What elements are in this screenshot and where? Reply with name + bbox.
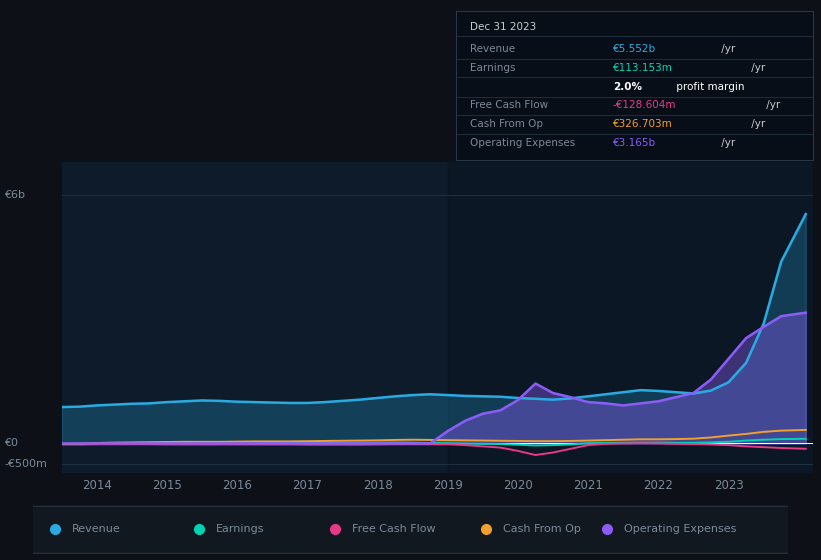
Text: Operating Expenses: Operating Expenses	[470, 138, 576, 148]
Text: €5.552b: €5.552b	[612, 44, 656, 54]
Text: €0: €0	[4, 438, 18, 449]
Text: Revenue: Revenue	[72, 524, 121, 534]
Text: €113.153m: €113.153m	[612, 63, 672, 73]
Text: €3.165b: €3.165b	[612, 138, 656, 148]
Text: €326.703m: €326.703m	[612, 119, 672, 129]
FancyBboxPatch shape	[25, 506, 796, 553]
Text: €6b: €6b	[4, 190, 25, 200]
Text: Operating Expenses: Operating Expenses	[623, 524, 736, 534]
Text: /yr: /yr	[718, 44, 735, 54]
Text: Cash From Op: Cash From Op	[502, 524, 580, 534]
Text: /yr: /yr	[748, 63, 765, 73]
Text: /yr: /yr	[718, 138, 735, 148]
Text: Free Cash Flow: Free Cash Flow	[470, 100, 548, 110]
Text: Earnings: Earnings	[470, 63, 516, 73]
Text: -€128.604m: -€128.604m	[612, 100, 677, 110]
Text: Revenue: Revenue	[470, 44, 515, 54]
Text: /yr: /yr	[763, 100, 780, 110]
Text: Earnings: Earnings	[216, 524, 264, 534]
Text: -€500m: -€500m	[4, 459, 47, 469]
Text: /yr: /yr	[748, 119, 765, 129]
Bar	[447, 162, 813, 473]
Text: Free Cash Flow: Free Cash Flow	[351, 524, 435, 534]
Text: Cash From Op: Cash From Op	[470, 119, 543, 129]
Text: 2.0%: 2.0%	[612, 82, 642, 92]
Text: Dec 31 2023: Dec 31 2023	[470, 22, 536, 32]
Text: profit margin: profit margin	[672, 82, 745, 92]
